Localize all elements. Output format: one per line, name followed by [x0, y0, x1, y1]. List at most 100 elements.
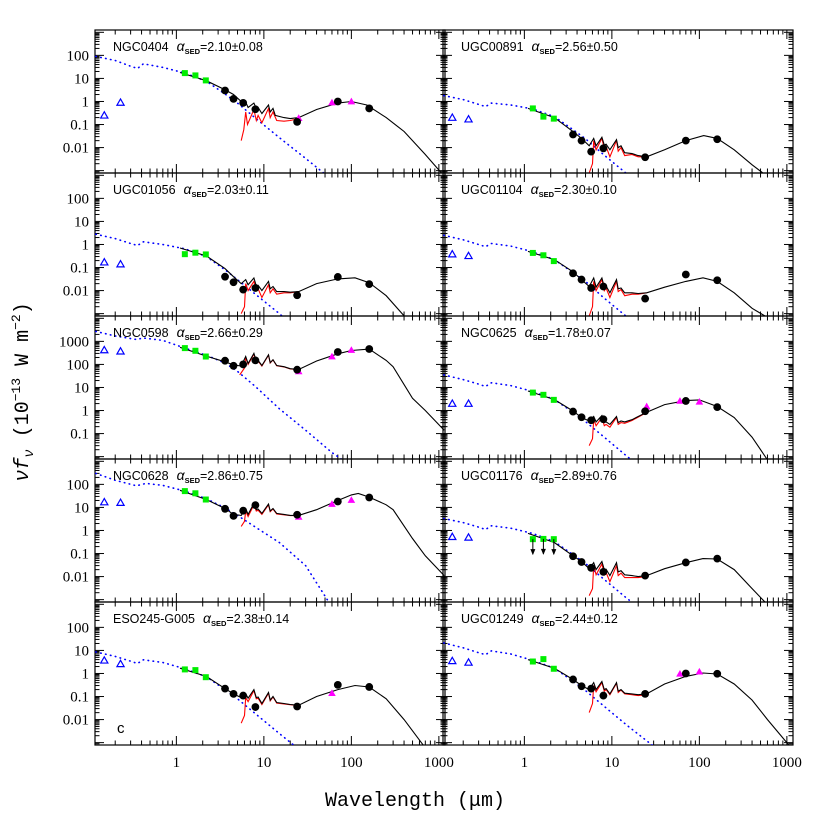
iras-data-point	[328, 500, 336, 507]
plot-area	[443, 234, 766, 316]
sed-panel-ugc00891: UGC00891 αSED=2.56±0.50	[442, 29, 794, 174]
y-axis-label: νfν (10−13 W m−2)	[9, 302, 38, 482]
nir-data-point	[192, 347, 199, 354]
spitzer-data-point	[365, 493, 374, 502]
iras-data-point	[328, 352, 336, 360]
nir-data-point	[181, 666, 188, 673]
spitzer-data-point	[599, 691, 608, 700]
spitzer-data-point	[333, 348, 342, 356]
nir-data-point	[181, 70, 188, 77]
sed-panel-ngc0625: NGC0625 αSED=1.78±0.07	[442, 315, 794, 460]
y-tick-label: 10	[74, 643, 89, 659]
panel-title: NGC0625 αSED=1.78±0.07	[461, 324, 611, 342]
spitzer-data-point	[251, 356, 260, 365]
x-tick-label: 10	[604, 755, 619, 771]
spitzer-data-point	[239, 285, 248, 294]
panel-letter: c	[117, 720, 125, 737]
alpha-value: =1.78±0.07	[548, 326, 611, 340]
alpha-symbol: α	[532, 610, 541, 626]
sed-panel-ugc01056: 100 10 1 0.1 0.01 UGC01056 αSED=2.03±0.11	[63, 172, 446, 317]
alpha-subscript: SED	[539, 476, 555, 485]
x-axis-label: Wavelength (μm)	[325, 790, 505, 813]
spitzer-data-point	[221, 356, 229, 365]
uv-data-point	[115, 659, 126, 668]
nir-data-point	[181, 345, 188, 352]
axis-ticks	[443, 316, 793, 460]
nir-data-point	[550, 115, 557, 122]
upper-limit-arrowhead	[530, 549, 536, 556]
x-tick-label: 1000	[772, 755, 802, 771]
y-tick-label: 100	[67, 620, 90, 636]
spitzer-data-point	[713, 403, 722, 412]
y-tick-label: 10	[74, 71, 89, 87]
uv-data-point	[463, 114, 474, 123]
nir-data-point	[540, 656, 547, 663]
x-tick-label: 1	[173, 755, 181, 771]
total-model-line	[179, 346, 445, 431]
alpha-symbol: α	[177, 38, 186, 54]
nir-data-point	[192, 667, 199, 674]
panel-frame	[442, 601, 794, 746]
spitzer-data-point	[251, 105, 260, 114]
nir-data-point	[540, 252, 547, 259]
panel-title: NGC0628 αSED=2.86±0.75	[113, 467, 263, 485]
galaxy-name: UGC01249	[461, 612, 524, 626]
stellar-model-line	[443, 517, 633, 602]
sed-panel-ngc0628: 100 10 1 0.1 0.01 NGC0628 αSED=2.86±0.75	[63, 458, 446, 603]
nir-data-point	[192, 490, 199, 497]
spitzer-data-point	[293, 510, 302, 519]
y-tick-label: 1	[82, 523, 90, 539]
y-tick-label: 0.1	[70, 690, 89, 706]
axis-ticks	[443, 459, 793, 603]
dust-model-line	[588, 278, 647, 316]
spitzer-data-point	[221, 504, 229, 513]
alpha-value: =2.89±0.76	[554, 469, 617, 483]
alpha-subscript: SED	[185, 333, 201, 342]
stellar-model-line	[443, 642, 654, 745]
alpha-symbol: α	[203, 610, 212, 626]
spitzer-data-point	[713, 276, 722, 285]
spitzer-data-point	[251, 501, 260, 510]
panel-title: UGC01104 αSED=2.30±0.10	[461, 181, 617, 199]
y-label-open: (10	[12, 401, 35, 449]
nir-data-point	[202, 674, 209, 681]
galaxy-name: NGC0404	[113, 40, 169, 54]
spitzer-data-point	[569, 675, 577, 684]
sed-panel-ngc0404: 100 10 1 0.1 0.01 NGC0404 αSED=2.10±0.08	[63, 29, 446, 174]
panel-title: ESO245-G005 αSED=2.38±0.14	[113, 610, 289, 628]
galaxy-name: ESO245-G005	[113, 612, 195, 626]
nir-data-point	[192, 72, 199, 79]
stellar-model-line	[95, 651, 295, 745]
galaxy-name: UGC01104	[461, 183, 523, 197]
nir-data-point	[202, 496, 209, 503]
galaxy-name: UGC01056	[113, 183, 176, 197]
total-model-line	[179, 489, 445, 576]
plot-area	[443, 94, 764, 173]
spitzer-data-point	[251, 703, 260, 711]
galaxy-name: NGC0598	[113, 326, 169, 340]
plot-area	[95, 55, 443, 173]
spitzer-data-point	[713, 669, 722, 678]
uv-data-point	[99, 655, 109, 664]
stellar-model-line	[95, 233, 284, 316]
panel-title: NGC0598 αSED=2.66±0.29	[113, 324, 263, 342]
nir-data-point	[192, 249, 199, 256]
uv-data-point	[447, 112, 457, 121]
alpha-subscript: SED	[539, 190, 555, 199]
spitzer-data-point	[251, 284, 260, 292]
panel-title: UGC01056 αSED=2.03±0.11	[113, 181, 269, 199]
spitzer-data-point	[293, 702, 302, 711]
spitzer-data-point	[229, 511, 238, 520]
spitzer-data-point	[713, 554, 722, 563]
uv-data-point	[99, 345, 109, 354]
spitzer-data-point	[587, 147, 596, 156]
uv-data-point	[463, 251, 474, 260]
y-tick-label: 1000	[59, 334, 89, 350]
stellar-model-line	[443, 94, 628, 173]
total-model-line	[179, 71, 443, 173]
spitzer-data-point	[577, 275, 586, 284]
total-model-line	[527, 659, 790, 745]
panel-title: UGC01176 αSED=2.89±0.76	[461, 467, 617, 485]
alpha-value: =2.44±0.12	[555, 612, 618, 626]
